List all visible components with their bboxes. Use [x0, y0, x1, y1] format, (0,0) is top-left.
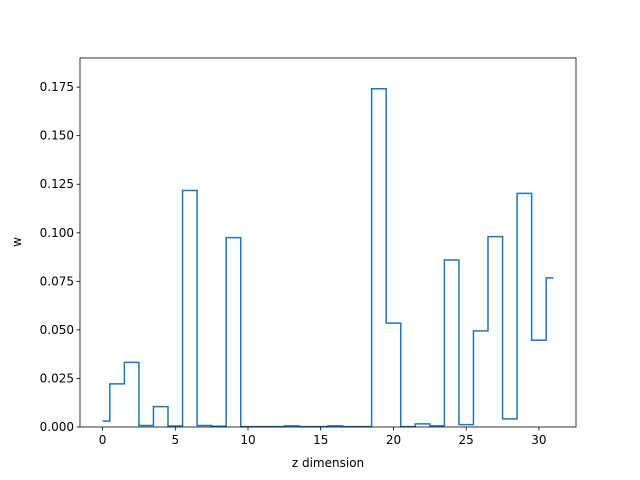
series-layer: [102, 87, 554, 428]
x-tick-label: 10: [240, 433, 255, 447]
x-tick-label: 0: [99, 433, 107, 447]
y-tick-label: 0.125: [40, 177, 74, 191]
y-tick-label: 0.150: [40, 129, 74, 143]
y-tick-label: 0.000: [40, 420, 74, 434]
x-axis-ticks: 0 5 10 15 20 25 30: [99, 427, 547, 447]
y-axis-label: w: [10, 237, 24, 247]
y-tick-label: 0.050: [40, 323, 74, 337]
y-tick-label: 0.025: [40, 371, 74, 385]
y-axis-ticks: 0.000 0.025 0.050 0.075 0.100 0.125 0.150 0.175: [40, 80, 80, 434]
y-tick-label: 0.100: [40, 226, 74, 240]
x-tick-label: 5: [171, 433, 179, 447]
axes-frame: [79, 57, 577, 428]
x-tick-label: 15: [313, 433, 328, 447]
y-tick-label: 0.175: [40, 80, 74, 94]
x-axis-label: z dimension: [292, 456, 364, 470]
x-tick-label: 20: [386, 433, 401, 447]
x-tick-label: 25: [459, 433, 474, 447]
x-tick-label: 30: [531, 433, 546, 447]
series-line-0: [102, 87, 554, 428]
y-tick-label: 0.075: [40, 274, 74, 288]
plot-area: [80, 58, 576, 427]
